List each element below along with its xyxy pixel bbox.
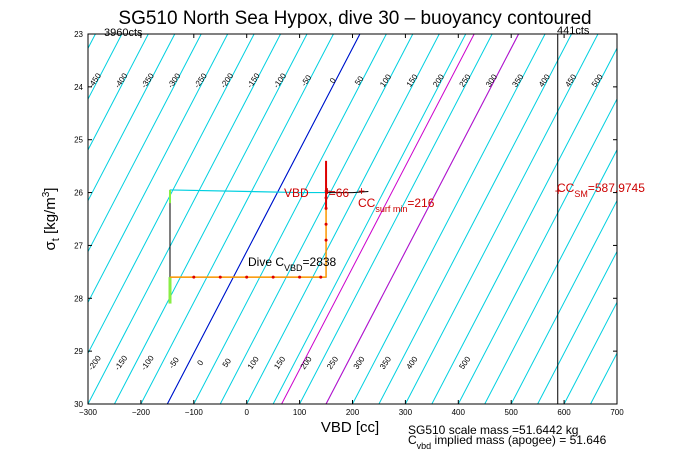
- contour-line: [590, 352, 617, 404]
- contour-label: 500: [457, 354, 472, 371]
- y-tick-label: 26: [74, 189, 83, 198]
- y-tick-label: 27: [74, 241, 83, 250]
- contour-label: 200: [299, 354, 314, 371]
- contour-line: [88, 34, 149, 151]
- contour-line: [219, 34, 414, 404]
- x-tick-label: −300: [79, 408, 98, 417]
- special-line-magenta1: [281, 34, 475, 404]
- x-tick-label: 300: [399, 408, 413, 417]
- contour-line: [484, 148, 617, 404]
- contour-label: 350: [378, 354, 393, 371]
- contour-label: 50: [353, 74, 366, 87]
- data-point: [218, 275, 222, 279]
- dive-cvbd-annotation: Dive CVBD=2838: [248, 255, 337, 273]
- x-axis-label: VBD [cc]: [321, 419, 379, 436]
- data-point: [324, 238, 328, 242]
- contour-line: [88, 34, 123, 101]
- data-point: [192, 275, 196, 279]
- y-tick-label: 30: [74, 400, 83, 409]
- x-tick-label: 600: [557, 408, 571, 417]
- contour-line: [378, 34, 572, 404]
- x-tick-label: 500: [505, 408, 519, 417]
- y-axis-ticks: 23 24 25 26 27 28 29 30: [74, 30, 617, 409]
- contour-line: [352, 34, 546, 404]
- data-point: [319, 275, 323, 279]
- contour-label: 0: [328, 76, 338, 85]
- contour-line: [0, 34, 16, 404]
- contour-line: [563, 301, 617, 404]
- counts-right-label: 441cts: [557, 25, 590, 37]
- cc-surf-min-annotation: CCsurf min=216: [358, 196, 435, 214]
- vbd-annotation: VBD =66: [284, 186, 349, 200]
- contour-label: 50: [221, 356, 234, 369]
- x-tick-label: −100: [185, 408, 204, 417]
- chart-title: SG510 North Sea Hypox, dive 30 – buoyanc…: [118, 8, 591, 29]
- contour-line: [404, 34, 599, 404]
- y-tick-label: 25: [74, 136, 83, 145]
- special-line-magenta2: [325, 34, 520, 404]
- x-tick-label: 0: [244, 408, 249, 417]
- y-tick-label: 24: [74, 83, 83, 92]
- contour-line: [537, 250, 617, 404]
- cc-surf-cross: +: [358, 184, 365, 198]
- data-point: [298, 275, 302, 279]
- contour-label: -100: [139, 353, 156, 372]
- contour-label: 250: [325, 354, 340, 371]
- buoyancy-contours: [0, 34, 681, 404]
- contour-line: [114, 34, 308, 404]
- contour-line: [193, 34, 387, 404]
- contour-label: -200: [86, 353, 103, 372]
- contour-line: [88, 34, 202, 253]
- contour-label: -150: [113, 353, 130, 372]
- y-tick-label: 23: [74, 30, 83, 39]
- footer-scale-mass: SG510 scale mass =51.6442 kg: [408, 423, 578, 437]
- x-tick-label: 700: [610, 408, 624, 417]
- footer-implied-mass: Cvbd implied mass (apogee) = 51.646: [408, 433, 607, 451]
- cc-sm-annotation: CCSM=587.9745: [557, 181, 645, 199]
- x-tick-label: 100: [293, 408, 307, 417]
- contour-line: [616, 402, 617, 404]
- contour-line: [643, 34, 681, 404]
- contour-line: [299, 34, 493, 404]
- contour-line: [0, 34, 43, 404]
- contour-line: [431, 47, 617, 404]
- contour-line: [246, 34, 440, 404]
- x-tick-label: 400: [452, 408, 466, 417]
- contour-label: 150: [272, 354, 287, 371]
- x-tick-label: 200: [346, 408, 360, 417]
- contour-label: 400: [405, 354, 420, 371]
- y-tick-label: 28: [74, 294, 83, 303]
- data-point: [324, 222, 328, 226]
- dive-data: + + +: [168, 160, 562, 304]
- contour-line: [272, 34, 467, 404]
- x-axis-ticks: −300 −200 −100 0 100 200 300 400 500 600 700: [79, 34, 624, 417]
- contour-line: [510, 199, 617, 404]
- contour-label: 100: [246, 354, 261, 371]
- contour-label: 0: [195, 358, 205, 367]
- surface-path: [169, 189, 327, 194]
- special-line-blue: [166, 34, 361, 404]
- contour-line: [457, 97, 617, 404]
- contour-line: [88, 34, 176, 202]
- vbd-cross: +: [324, 184, 331, 198]
- contour-line: [88, 34, 281, 404]
- data-point: [271, 275, 275, 279]
- reference-lines: [166, 34, 559, 404]
- contour-line: [88, 34, 229, 304]
- contour-label: 300: [352, 354, 367, 371]
- y-tick-label: 29: [74, 347, 83, 356]
- contour-line: [140, 34, 334, 404]
- contour-line: [88, 34, 255, 355]
- data-point: [245, 275, 249, 279]
- plot-frame: [87, 33, 618, 405]
- y-axis-label: σt [kg/m3]: [41, 188, 62, 251]
- x-tick-label: −200: [132, 408, 151, 417]
- cc-sm-cross: +: [555, 184, 562, 198]
- contour-label: -50: [167, 355, 181, 370]
- counts-left-label: 3960cts: [104, 27, 143, 39]
